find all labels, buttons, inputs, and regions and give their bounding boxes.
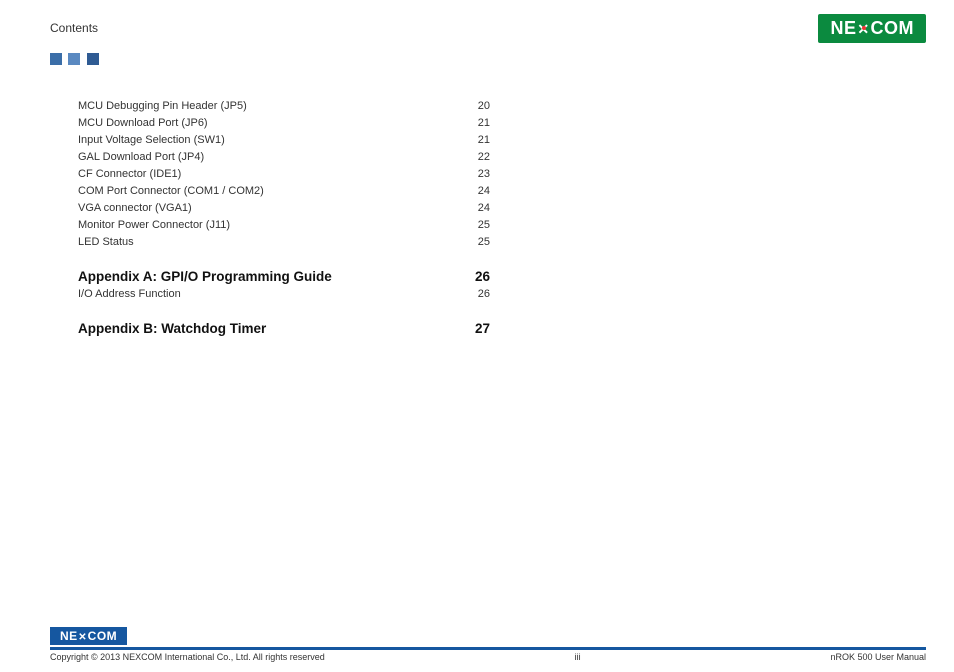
toc-page: 25: [472, 217, 490, 234]
toc-page: 23: [472, 166, 490, 183]
page: Contents NE COM MCU Debugging Pin Header…: [0, 0, 954, 672]
copyright-text: Copyright © 2013 NEXCOM International Co…: [50, 652, 325, 662]
toc-entry: I/O Address Function 26: [78, 286, 490, 303]
section-page: 26: [475, 269, 490, 284]
toc-section: Appendix A: GPI/O Programming Guide26I/O…: [78, 269, 490, 303]
toc-entry: Input Voltage Selection (SW1) 21: [78, 132, 490, 149]
page-header: Contents NE COM: [0, 0, 954, 50]
toc-entry: GAL Download Port (JP4) 22: [78, 149, 490, 166]
logo-x-icon: [78, 629, 88, 643]
toc-page: 24: [472, 183, 490, 200]
logo-x-icon: [857, 18, 871, 39]
toc-page: 25: [472, 234, 490, 251]
footer-rule: [50, 647, 926, 650]
section-title: Appendix B: Watchdog Timer: [78, 321, 266, 336]
toc-label: MCU Debugging Pin Header (JP5): [78, 98, 247, 115]
square-icon: [68, 53, 80, 65]
toc-section-heading: Appendix B: Watchdog Timer 27: [78, 321, 490, 336]
toc-label: VGA connector (VGA1): [78, 200, 192, 217]
toc-label: LED Status: [78, 234, 134, 251]
decorative-squares: [0, 50, 954, 70]
toc-label: COM Port Connector (COM1 / COM2): [78, 183, 264, 200]
toc-page: 20: [472, 98, 490, 115]
toc-entry: COM Port Connector (COM1 / COM2) 24: [78, 183, 490, 200]
toc-label: GAL Download Port (JP4): [78, 149, 204, 166]
section-page: 27: [475, 321, 490, 336]
toc-page: 24: [472, 200, 490, 217]
toc-page: 21: [472, 115, 490, 132]
footer-nexcom-logo: NE COM: [50, 627, 127, 645]
toc-entry: Monitor Power Connector (J11) 25: [78, 217, 490, 234]
toc-entry: MCU Debugging Pin Header (JP5) 20: [78, 98, 490, 115]
section-title: Appendix A: GPI/O Programming Guide: [78, 269, 332, 284]
logo-text-right: COM: [871, 18, 915, 39]
page-number: iii: [575, 652, 581, 662]
toc-entry: CF Connector (IDE1) 23: [78, 166, 490, 183]
toc-page: 26: [472, 286, 490, 303]
toc-label: I/O Address Function: [78, 286, 181, 303]
toc-page: 22: [472, 149, 490, 166]
toc-entry: MCU Download Port (JP6) 21: [78, 115, 490, 132]
square-icon: [87, 53, 99, 65]
toc-entry: VGA connector (VGA1) 24: [78, 200, 490, 217]
toc-label: Input Voltage Selection (SW1): [78, 132, 225, 149]
logo-text-left: NE: [830, 18, 856, 39]
toc-page: 21: [472, 132, 490, 149]
page-footer: NE COM Copyright © 2013 NEXCOM Internati…: [50, 627, 926, 662]
nexcom-logo: NE COM: [818, 14, 926, 43]
header-section-label: Contents: [50, 21, 98, 35]
toc-label: CF Connector (IDE1): [78, 166, 181, 183]
doc-title: nROK 500 User Manual: [830, 652, 926, 662]
toc-label: MCU Download Port (JP6): [78, 115, 208, 132]
toc-section-heading: Appendix A: GPI/O Programming Guide 26: [78, 269, 490, 284]
toc-entry: LED Status 25: [78, 234, 490, 251]
toc-section: Appendix B: Watchdog Timer 27: [78, 321, 490, 336]
toc-content: MCU Debugging Pin Header (JP5)20MCU Down…: [0, 70, 490, 336]
toc-label: Monitor Power Connector (J11): [78, 217, 230, 234]
square-icon: [50, 53, 62, 65]
